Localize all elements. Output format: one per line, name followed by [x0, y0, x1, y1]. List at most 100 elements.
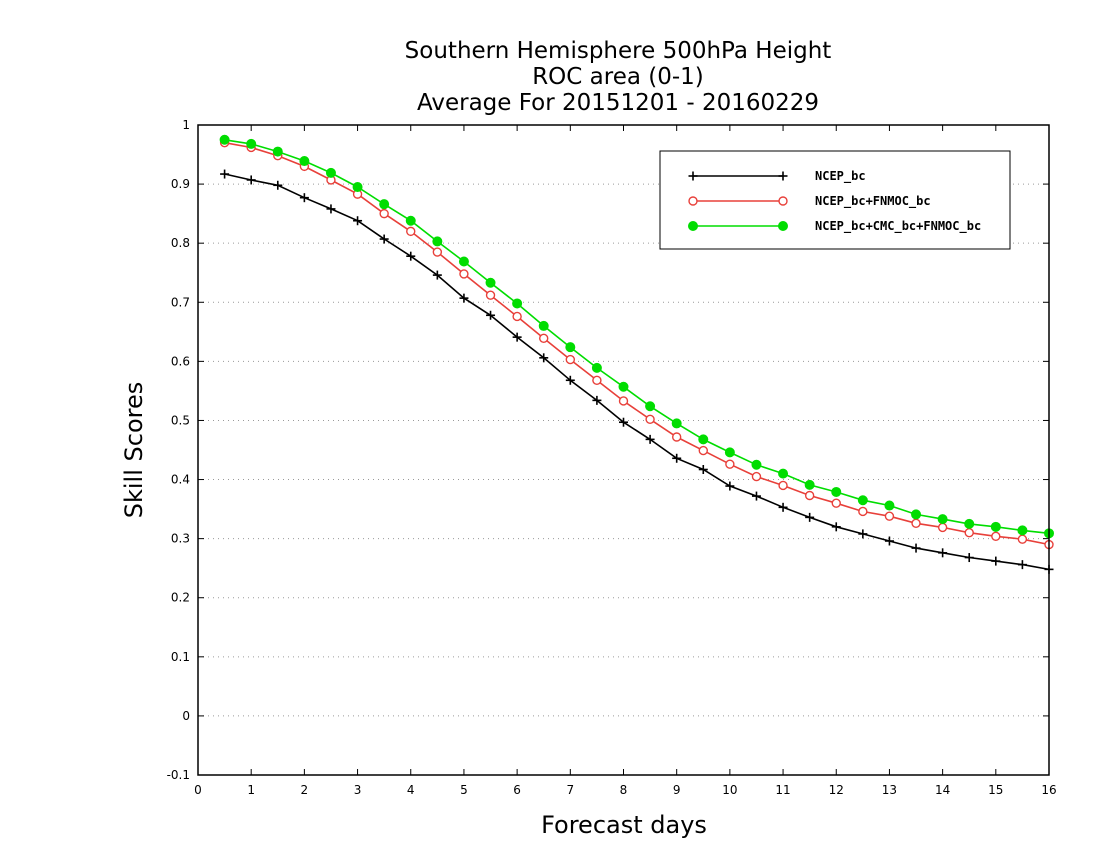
data-point [804, 479, 815, 490]
data-point [459, 293, 469, 303]
data-point [512, 332, 522, 342]
x-tick-label: 15 [988, 783, 1003, 797]
data-point [751, 459, 762, 470]
data-point [857, 495, 868, 506]
legend: NCEP_bc NCEP_bc+FNMOC_bc NCEP_bc+CMC_bc+FN… [659, 150, 1011, 250]
data-point [724, 447, 735, 458]
data-point [778, 468, 789, 479]
data-point [725, 481, 735, 491]
data-point [592, 375, 602, 385]
y-tick-label: 0 [182, 709, 190, 723]
data-point [352, 182, 363, 193]
data-point [406, 226, 416, 237]
y-tick-label: -0.1 [167, 768, 190, 782]
data-point [688, 196, 698, 206]
data-point [698, 465, 708, 474]
x-tick-label: 7 [566, 783, 574, 797]
data-point [272, 146, 283, 157]
data-point [246, 138, 257, 149]
data-point [220, 169, 230, 179]
x-tick-label: 11 [775, 783, 790, 797]
y-tick-label: 0.8 [171, 236, 190, 250]
data-point [592, 395, 602, 405]
data-point [725, 459, 735, 469]
data-point [911, 543, 921, 553]
data-point [831, 522, 841, 532]
data-point [539, 353, 549, 363]
data-point [858, 529, 868, 539]
x-tick-label: 16 [1041, 783, 1056, 797]
data-point [964, 518, 975, 529]
data-point [1017, 560, 1027, 570]
legend-item: NCEP_bc+FNMOC_bc [688, 194, 931, 209]
chart-title: Southern Hemisphere 500hPa Height ROC ar… [405, 38, 832, 116]
data-point [299, 156, 310, 167]
data-point [751, 471, 762, 482]
data-point [326, 204, 336, 214]
y-axis-ticks: -0.1 0 0.1 0.2 0.3 0.4 0.5 0.6 0.7 0.8 0.9 1 [167, 118, 1049, 782]
x-tick-label: 9 [673, 783, 681, 797]
legend-label: NCEP_bc+CMC_bc+FNMOC_bc [815, 219, 981, 234]
data-point [884, 536, 894, 546]
y-tick-label: 0.9 [171, 177, 190, 191]
data-point [991, 531, 1001, 541]
x-tick-label: 0 [194, 783, 202, 797]
data-point [804, 490, 815, 501]
data-point [751, 491, 761, 501]
y-tick-label: 0.7 [171, 295, 190, 309]
data-point [671, 432, 682, 442]
series-3 [219, 134, 1054, 539]
data-point [698, 445, 708, 456]
data-point [831, 486, 842, 497]
y-axis-label: Skill Scores [120, 382, 148, 519]
data-point [964, 528, 974, 538]
data-point [379, 234, 389, 244]
data-point [1017, 525, 1028, 536]
data-point [778, 221, 788, 231]
data-point [688, 221, 698, 231]
data-point [538, 320, 549, 331]
data-point [219, 134, 230, 145]
data-point [911, 509, 922, 520]
x-tick-label: 14 [935, 783, 950, 797]
y-tick-label: 0.2 [171, 591, 190, 605]
data-point [778, 196, 788, 206]
data-point [485, 277, 496, 288]
data-point [565, 354, 576, 365]
data-point [688, 171, 698, 181]
data-point [459, 269, 469, 279]
data-point [778, 171, 788, 181]
data-point [379, 208, 389, 219]
data-point [645, 414, 655, 424]
x-tick-label: 2 [301, 783, 309, 797]
title-line-2: ROC area (0-1) [532, 64, 704, 90]
x-tick-label: 12 [829, 783, 844, 797]
data-point [565, 375, 575, 385]
x-tick-label: 8 [620, 783, 628, 797]
data-point [858, 506, 868, 517]
gridlines [198, 183, 1049, 717]
plot-frame [197, 124, 1050, 776]
data-point [512, 298, 523, 309]
data-point [405, 215, 416, 226]
data-point [964, 553, 974, 563]
data-point [938, 548, 948, 558]
x-axis-ticks: 0 1 2 3 4 5 6 7 8 9 10 11 12 13 14 15 16 [194, 125, 1057, 797]
x-tick-label: 6 [513, 783, 521, 797]
y-tick-label: 0.5 [171, 413, 190, 427]
data-point [353, 216, 363, 226]
y-tick-label: 0.4 [171, 473, 190, 487]
y-tick-label: 1 [182, 118, 190, 132]
data-point [325, 167, 336, 178]
data-point [591, 362, 602, 373]
data-point [406, 251, 416, 261]
data-point [778, 502, 788, 512]
data-point [299, 193, 309, 203]
y-tick-label: 0.3 [171, 532, 190, 546]
data-point [485, 290, 496, 300]
legend-box [659, 150, 1011, 250]
x-tick-label: 13 [882, 783, 897, 797]
x-tick-label: 10 [722, 783, 737, 797]
data-point [565, 342, 576, 353]
